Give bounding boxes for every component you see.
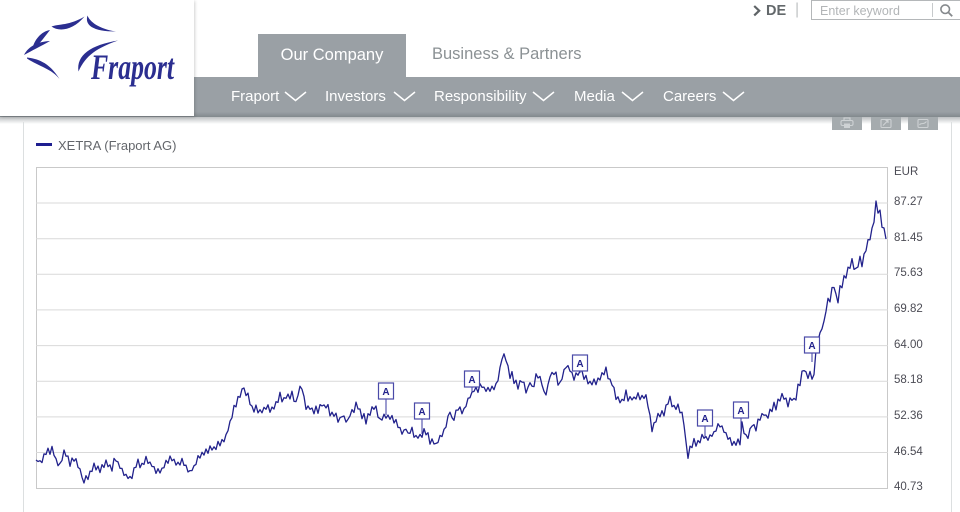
svg-text:A: A — [808, 341, 815, 352]
svg-text:A: A — [701, 414, 708, 425]
svg-text:A: A — [737, 406, 744, 417]
svg-text:A: A — [576, 359, 583, 370]
svg-text:A: A — [468, 375, 475, 386]
svg-text:A: A — [418, 407, 425, 418]
svg-text:A: A — [382, 387, 389, 398]
svg-text:Fraport: Fraport — [90, 47, 174, 87]
